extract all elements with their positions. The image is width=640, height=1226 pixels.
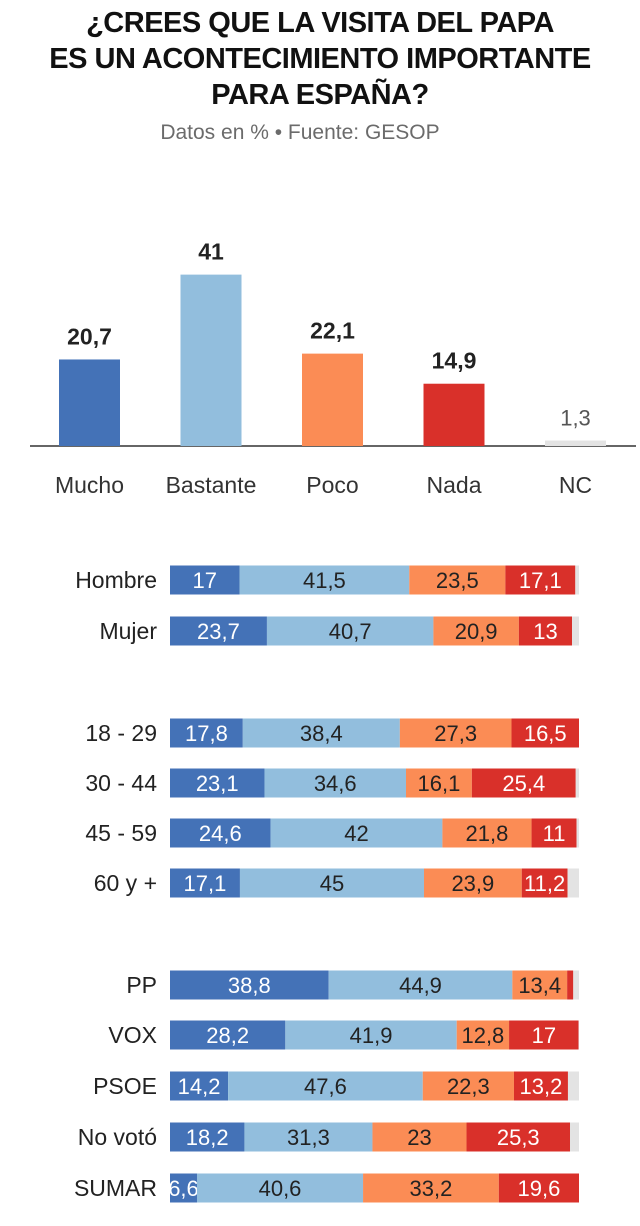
row-label: Mujer	[99, 618, 157, 644]
row-label: 60 y +	[94, 870, 157, 896]
segment-label: 44,9	[399, 973, 442, 998]
bar-nada	[424, 384, 485, 446]
row-label: 45 - 59	[85, 820, 157, 846]
row-label: SUMAR	[74, 1175, 157, 1201]
segment-label: 31,3	[287, 1125, 330, 1150]
bar-value-label: 1,3	[560, 406, 591, 431]
row-label: No votó	[78, 1124, 157, 1150]
row-label: VOX	[108, 1022, 157, 1048]
segment-label: 23,5	[436, 568, 479, 593]
x-tick-label: Poco	[306, 472, 358, 498]
segment-label: 28,2	[206, 1023, 249, 1048]
segment-label: 40,7	[329, 619, 372, 644]
segment-label: 27,3	[434, 721, 477, 746]
segment-label: 17,8	[185, 721, 228, 746]
segment-label: 38,8	[228, 973, 271, 998]
segment-label: 42	[344, 821, 368, 846]
segment-label: 40,6	[259, 1176, 302, 1201]
segment-label: 14,2	[178, 1074, 221, 1099]
segment-label: 19,6	[518, 1176, 561, 1201]
segment-label: 33,2	[410, 1176, 453, 1201]
segment-nc	[568, 1072, 579, 1101]
segment-label: 6,6	[168, 1176, 199, 1201]
x-tick-label: Nada	[427, 472, 482, 498]
segment-label: 18,2	[186, 1125, 229, 1150]
segment-nc	[573, 971, 579, 1000]
segment-label: 41,5	[303, 568, 346, 593]
segment-label: 13	[533, 619, 557, 644]
row-label: PSOE	[93, 1073, 157, 1099]
segment-nc	[575, 566, 579, 595]
segment-label: 25,3	[497, 1125, 540, 1150]
bar-value-label: 14,9	[432, 348, 477, 374]
segment-label: 13,2	[520, 1074, 563, 1099]
segment-label: 45	[320, 871, 344, 896]
segment-label: 16,1	[418, 771, 461, 796]
segment-label: 17	[532, 1023, 556, 1048]
segment-label: 23,9	[451, 871, 494, 896]
x-tick-label: NC	[559, 472, 592, 498]
segment-label: 17,1	[519, 568, 562, 593]
row-label: PP	[126, 972, 157, 998]
segment-label: 22,3	[447, 1074, 490, 1099]
segment-label: 11	[543, 821, 566, 846]
segment-nc	[577, 819, 579, 848]
bar-nc	[545, 441, 606, 446]
segment-label: 13,4	[518, 973, 561, 998]
segment-label: 24,6	[199, 821, 242, 846]
bar-poco	[302, 354, 363, 446]
segment-label: 47,6	[304, 1074, 347, 1099]
segment-label: 23,1	[196, 771, 239, 796]
segment-label: 16,5	[524, 721, 567, 746]
segment-label: 20,9	[455, 619, 498, 644]
bar-value-label: 41	[198, 239, 224, 265]
segment-label: 17	[193, 568, 217, 593]
segment-label: 38,4	[300, 721, 343, 746]
segment-label: 25,4	[502, 771, 545, 796]
bar-mucho	[59, 359, 120, 446]
segment-label: 23,7	[197, 619, 240, 644]
segment-label: 41,9	[350, 1023, 393, 1048]
row-label: Hombre	[75, 567, 157, 593]
bar-value-label: 20,7	[67, 323, 112, 349]
x-tick-label: Bastante	[166, 472, 257, 498]
segment-label: 12,8	[461, 1023, 504, 1048]
segment-nc	[572, 617, 579, 646]
x-tick-label: Mucho	[55, 472, 124, 498]
segment-label: 17,1	[184, 871, 227, 896]
segment-nc	[568, 869, 579, 898]
segment-nc	[570, 1123, 579, 1152]
segment-nc	[576, 769, 579, 798]
bar-bastante	[181, 275, 242, 446]
row-label: 18 - 29	[85, 720, 157, 746]
segment-label: 23	[407, 1125, 431, 1150]
row-label: 30 - 44	[85, 770, 157, 796]
bar-value-label: 22,1	[310, 318, 355, 344]
segment-label: 34,6	[314, 771, 357, 796]
segment-nada	[567, 971, 573, 1000]
segment-label: 21,8	[466, 821, 509, 846]
segment-label: 11,2	[524, 871, 565, 896]
